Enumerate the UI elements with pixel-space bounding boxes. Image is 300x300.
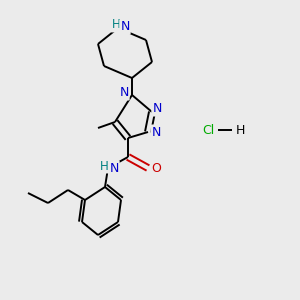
Text: Cl: Cl [202,124,214,136]
Text: N: N [120,20,130,34]
Text: O: O [151,161,161,175]
Text: N: N [152,103,162,116]
Text: H: H [100,160,108,172]
Text: N: N [109,161,119,175]
Text: N: N [151,125,161,139]
Text: H: H [235,124,245,136]
Text: N: N [119,86,129,100]
Text: H: H [112,19,120,32]
